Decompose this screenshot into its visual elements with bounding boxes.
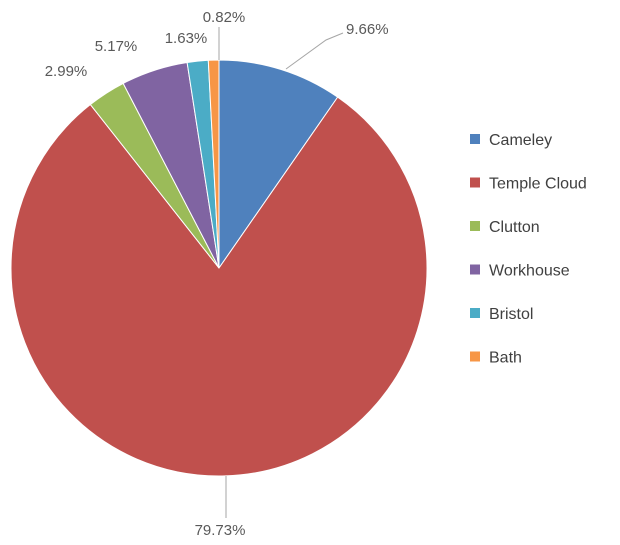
legend-label-workhouse: Workhouse <box>489 263 570 280</box>
data-labels: 9.66% 79.73% 2.99% 5.17% 1.63% 0.82% <box>45 9 389 539</box>
data-label-bristol: 1.63% <box>165 30 208 47</box>
data-label-temple-cloud: 79.73% <box>195 522 246 539</box>
pie-slices <box>10 59 428 477</box>
legend-swatch-bath <box>470 351 480 362</box>
legend-swatch-bristol <box>470 308 480 318</box>
legend-swatch-cameley <box>470 134 480 144</box>
legend-label-bristol: Bristol <box>489 306 533 323</box>
pie-slice-temple-cloud <box>10 96 428 477</box>
legend: Cameley Temple Cloud Clutton Workhouse Brist… <box>470 132 587 367</box>
legend-label-temple-cloud: Temple Cloud <box>489 176 587 193</box>
legend-label-bath: Bath <box>489 350 522 367</box>
data-label-cameley: 9.66% <box>346 21 389 38</box>
legend-label-clutton: Clutton <box>489 219 540 236</box>
leader-line-cameley <box>285 32 344 70</box>
data-label-clutton: 2.99% <box>45 63 88 80</box>
data-label-workhouse: 5.17% <box>95 38 138 55</box>
legend-label-cameley: Cameley <box>489 132 552 149</box>
legend-swatch-workhouse <box>470 264 480 275</box>
pie-slice-cameley <box>218 59 339 270</box>
legend-swatch-temple-cloud <box>470 177 480 188</box>
legend-swatch-clutton <box>470 221 480 231</box>
data-label-bath: 0.82% <box>203 9 246 26</box>
leader-lines <box>218 27 344 518</box>
